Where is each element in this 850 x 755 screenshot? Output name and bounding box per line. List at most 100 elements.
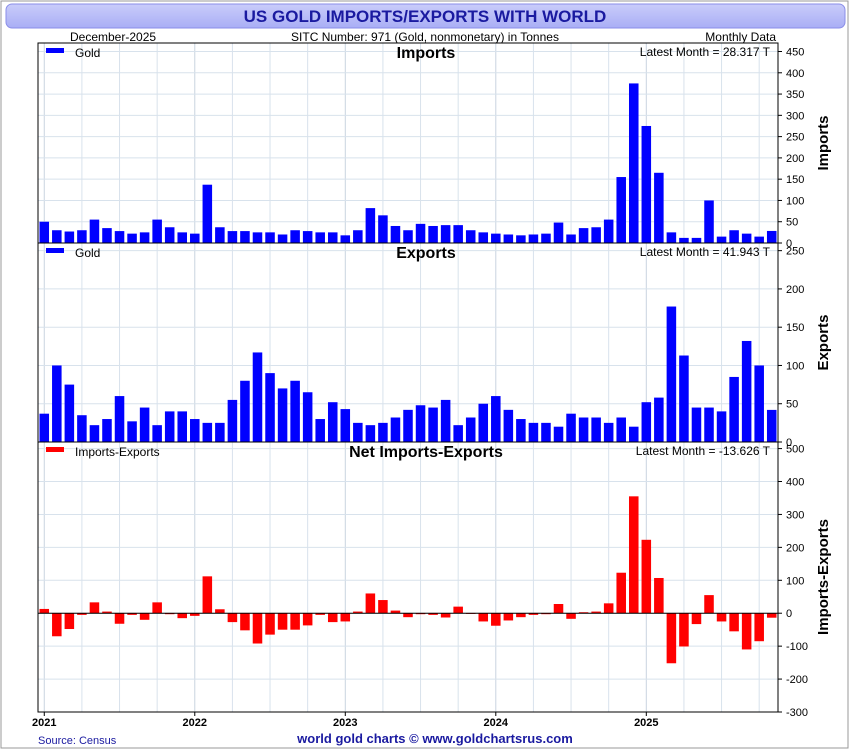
imports-bar xyxy=(327,232,338,243)
imports-bar xyxy=(114,231,125,243)
imports-bar xyxy=(240,231,250,243)
exports-bar xyxy=(302,392,313,442)
net-plot-border xyxy=(37,441,779,713)
source-note: Source: Census xyxy=(38,735,117,747)
exports-bar xyxy=(265,373,275,442)
net-bar xyxy=(340,613,351,622)
net-panel: -300 -200 -100 0 100 200 300 400 500 Net Imports-… xyxy=(37,441,832,719)
imports-ytick-label: 250 xyxy=(786,132,804,144)
imports-bar xyxy=(177,232,188,243)
imports-bar xyxy=(365,208,376,243)
exports-bar xyxy=(152,425,162,442)
net-ytick-label: 400 xyxy=(786,477,804,489)
imports-bar xyxy=(754,236,764,243)
exports-ytick-label: 50 xyxy=(786,399,798,411)
net-bar xyxy=(603,603,614,614)
net-bar xyxy=(327,613,338,623)
imports-bar xyxy=(491,233,501,243)
exports-bar xyxy=(202,422,213,442)
exports-bar xyxy=(478,403,489,442)
chart-title: US GOLD IMPORTS/EXPORTS WITH WORLD xyxy=(244,7,607,26)
exports-bar xyxy=(440,399,451,442)
exports-bar xyxy=(39,413,50,442)
exports-bar xyxy=(766,409,777,442)
imports-ytick-label: 100 xyxy=(786,195,804,207)
net-bar xyxy=(628,496,639,614)
net-bar xyxy=(516,613,526,618)
exports-bar xyxy=(403,409,413,442)
imports-bar xyxy=(553,222,564,243)
net-bar xyxy=(139,613,150,620)
imports-panel: 0 50 100 150 200 250 300 350 400 450 Imports Gold La… xyxy=(37,42,832,250)
net-bar xyxy=(127,613,137,615)
net-bar xyxy=(52,613,62,637)
net-bar xyxy=(315,613,325,615)
net-bar xyxy=(152,602,162,614)
net-bar xyxy=(616,572,626,614)
imports-bar xyxy=(353,230,363,243)
exports-bar xyxy=(378,422,388,442)
imports-bar xyxy=(453,225,463,243)
net-ytick-label: 200 xyxy=(786,542,804,554)
imports-bar xyxy=(64,231,75,243)
imports-bar xyxy=(729,230,739,243)
exports-bar xyxy=(102,419,112,442)
exports-legend-swatch xyxy=(46,248,64,253)
net-bar xyxy=(528,613,539,615)
exports-ytick-label: 0 xyxy=(786,437,792,449)
imports-bar xyxy=(415,223,426,243)
net-bar xyxy=(403,613,413,618)
xtick-label: 2021 xyxy=(32,717,56,729)
xtick-label: 2025 xyxy=(634,717,658,729)
imports-bar xyxy=(265,232,275,243)
net-ytick-label: -300 xyxy=(786,707,808,719)
net-bar xyxy=(591,611,601,614)
imports-bar xyxy=(516,235,526,243)
net-bar xyxy=(102,611,112,614)
imports-bar xyxy=(603,219,614,243)
exports-ytick-label: 200 xyxy=(786,284,804,296)
imports-bar xyxy=(227,231,238,243)
net-bar xyxy=(766,613,777,618)
imports-ytick-label: 50 xyxy=(786,217,798,229)
net-bar xyxy=(177,613,188,619)
imports-bar xyxy=(528,234,539,243)
exports-ytick-label: 100 xyxy=(786,360,804,372)
net-bar xyxy=(114,613,125,624)
imports-bar xyxy=(190,233,200,243)
net-latest-month: Latest Month = -13.626 T xyxy=(636,444,771,458)
net-bar xyxy=(227,613,238,623)
exports-bar xyxy=(691,407,702,442)
net-bar xyxy=(428,613,438,615)
imports-bar xyxy=(390,225,401,243)
exports-bar xyxy=(428,407,438,442)
imports-bar xyxy=(541,233,551,243)
net-bar xyxy=(240,613,250,631)
exports-bar xyxy=(716,411,727,442)
net-bar xyxy=(39,608,50,614)
imports-bar xyxy=(102,228,112,243)
exports-bar xyxy=(754,365,764,442)
net-ytick-label: -200 xyxy=(786,674,808,686)
imports-bar xyxy=(252,232,263,243)
exports-bar xyxy=(704,407,714,442)
net-title: Net Imports-Exports xyxy=(349,444,503,461)
imports-legend-swatch xyxy=(46,48,64,53)
exports-bar xyxy=(77,415,87,442)
imports-bar xyxy=(704,200,714,243)
exports-bar xyxy=(252,352,263,442)
imports-bar xyxy=(578,228,589,243)
exports-bar xyxy=(64,384,75,442)
exports-bar xyxy=(340,409,351,442)
imports-bar xyxy=(89,219,100,243)
net-bar xyxy=(691,613,702,625)
net-bar xyxy=(491,613,501,626)
exports-bar xyxy=(227,399,238,442)
exports-bar xyxy=(616,417,626,442)
exports-bar xyxy=(215,422,225,442)
net-bar xyxy=(453,606,463,614)
net-bar xyxy=(478,613,489,622)
exports-bar xyxy=(277,388,288,442)
net-bar xyxy=(641,539,652,614)
